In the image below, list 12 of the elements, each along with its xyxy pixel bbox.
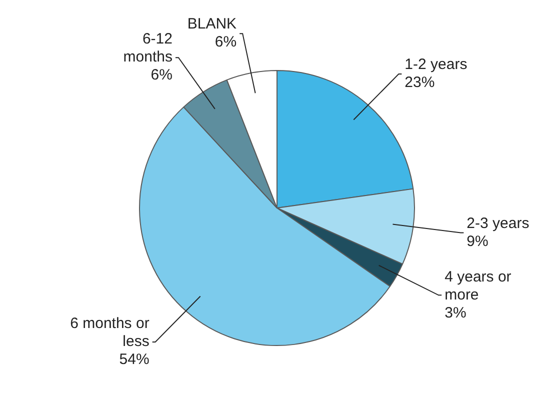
slice-label: 1-2 years <box>404 56 468 74</box>
data-label: 6% <box>150 66 172 84</box>
slice-label: 2-3 years <box>466 214 530 232</box>
slice-label: 4 years or more <box>444 268 512 304</box>
slice-label: 6-12 months <box>123 30 172 66</box>
data-label: 3% <box>444 304 466 322</box>
slice-label: 6 months or less <box>70 315 150 350</box>
data-label: 9% <box>466 232 488 250</box>
data-label: 54% <box>119 351 150 368</box>
data-label: 6% <box>214 34 237 51</box>
slice-label: BLANK <box>187 16 237 33</box>
data-label: 23% <box>404 74 435 92</box>
